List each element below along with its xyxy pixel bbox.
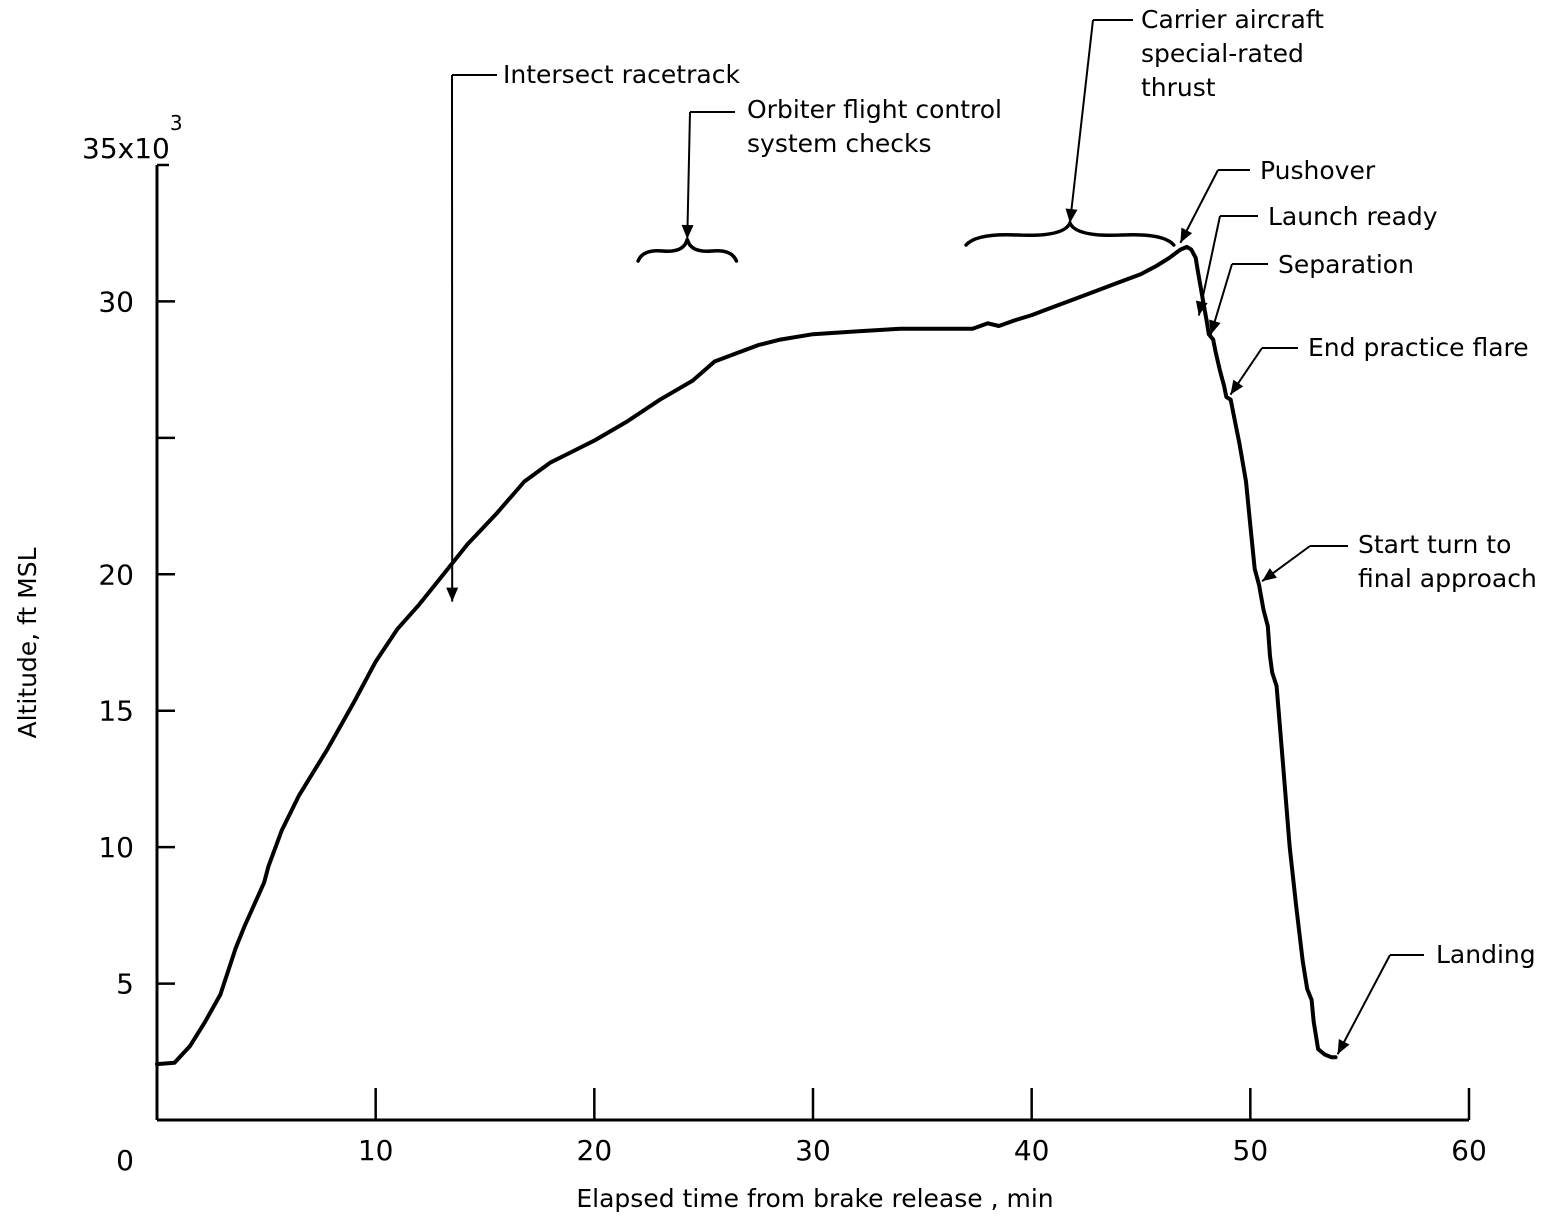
x-tick-label: 20 bbox=[577, 1134, 613, 1167]
annotation-arrowhead bbox=[1065, 208, 1078, 224]
altitude-line bbox=[155, 244, 1338, 1067]
x-tick-label: 10 bbox=[358, 1134, 394, 1167]
annotation-arrowhead bbox=[1195, 300, 1208, 316]
annotation-label: Pushover bbox=[1260, 156, 1376, 185]
y-tick-label: 20 bbox=[98, 558, 134, 591]
x-tick-label: 0 bbox=[116, 1144, 134, 1177]
annotation-brace bbox=[964, 218, 1176, 247]
y-tick-label: 30 bbox=[98, 285, 134, 318]
y-tick-label: 15 bbox=[98, 695, 134, 728]
y-axis-top-label-base: 35x10 bbox=[82, 132, 170, 165]
x-tick-label: 50 bbox=[1233, 1134, 1269, 1167]
y-tick-label: 10 bbox=[98, 831, 134, 864]
annotation-label: End practice flare bbox=[1308, 333, 1529, 362]
annotation-arrow bbox=[1197, 215, 1221, 316]
y-axis-top-label: 35x103 bbox=[82, 111, 183, 165]
annotation-label: Launch ready bbox=[1268, 202, 1438, 231]
annotation-label: system checks bbox=[747, 129, 932, 158]
annotation-label: special-rated bbox=[1141, 39, 1304, 68]
annotation-arrowhead bbox=[1180, 227, 1193, 243]
annotation-arrow bbox=[1336, 954, 1391, 1055]
y-axis-title: Altitude, ft MSL bbox=[13, 547, 42, 738]
annotation-label: Start turn to bbox=[1358, 530, 1511, 559]
series bbox=[155, 244, 1338, 1067]
annotation-arrowhead bbox=[446, 587, 459, 602]
x-tick-label: 40 bbox=[1014, 1134, 1050, 1167]
annotation-arrowhead bbox=[1209, 319, 1221, 335]
x-tick-label: 60 bbox=[1451, 1134, 1487, 1167]
annotation-arrow bbox=[686, 111, 691, 240]
annotation-arrowhead bbox=[1262, 568, 1277, 582]
axes bbox=[155, 163, 1469, 1122]
annotation-arrow bbox=[1068, 19, 1094, 224]
x-tick-label: 30 bbox=[795, 1134, 831, 1167]
x-axis-title: Elapsed time from brake release , min bbox=[576, 1184, 1053, 1213]
annotation-label: Separation bbox=[1278, 250, 1414, 279]
annotation-arrowhead bbox=[1230, 379, 1244, 395]
y-axis-top-label-exponent: 3 bbox=[170, 111, 183, 135]
annotation-label: Intersect racetrack bbox=[503, 60, 740, 89]
annotation-label: Carrier aircraft bbox=[1141, 5, 1324, 34]
annotation-arrowhead bbox=[1337, 1039, 1350, 1055]
annotation-label: final approach bbox=[1358, 564, 1537, 593]
annotation-label: Landing bbox=[1436, 940, 1536, 969]
annotation-arrowhead bbox=[681, 224, 694, 240]
y-tick-label: 5 bbox=[116, 968, 134, 1001]
annotation-label: Orbiter flight control bbox=[747, 95, 1002, 124]
ticks: 0 10 20 30 40 50 60 5 10 15 20 30 bbox=[98, 285, 1486, 1177]
annotation-label: thrust bbox=[1141, 73, 1216, 102]
annotation-brace bbox=[636, 238, 739, 263]
